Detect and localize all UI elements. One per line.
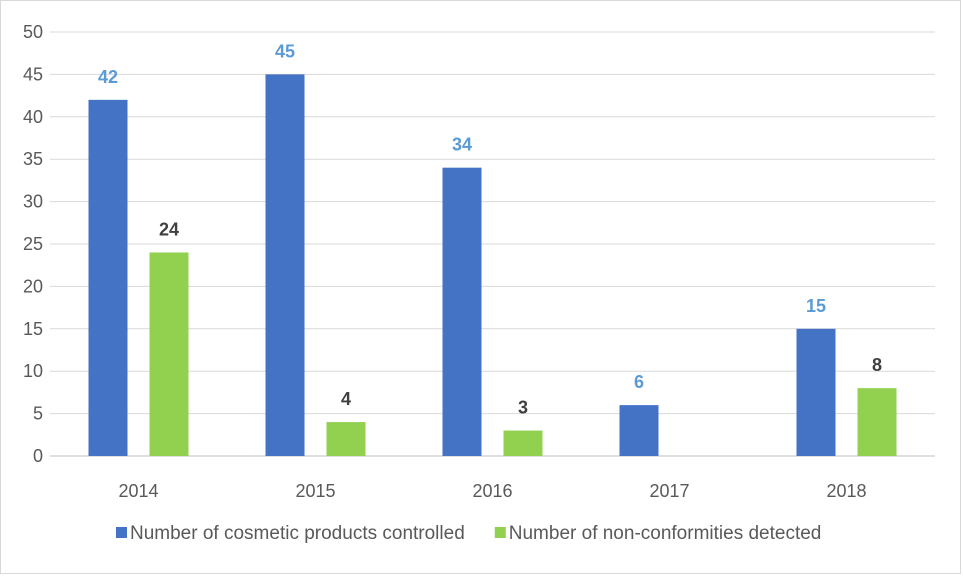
x-tick-label: 2015 bbox=[295, 481, 335, 501]
bar-non-conformities-2018 bbox=[857, 388, 897, 456]
y-tick-label: 25 bbox=[23, 234, 43, 254]
bar-products-controlled-2015 bbox=[265, 74, 305, 457]
y-tick-label: 20 bbox=[23, 276, 43, 296]
data-label: 4 bbox=[341, 389, 351, 409]
bar-products-controlled-2018 bbox=[796, 328, 836, 456]
legend-label-non-conformities: Number of non-conformities detected bbox=[509, 523, 822, 544]
x-tick-label: 2016 bbox=[472, 481, 512, 501]
data-label: 6 bbox=[634, 372, 644, 392]
bar-non-conformities-2016 bbox=[503, 430, 543, 456]
y-tick-label: 45 bbox=[23, 64, 43, 84]
y-tick-label: 50 bbox=[23, 22, 43, 42]
x-tick-label: 2017 bbox=[649, 481, 689, 501]
legend-swatch-products-controlled bbox=[116, 527, 127, 538]
bar-non-conformities-2014 bbox=[149, 252, 189, 456]
y-tick-label: 0 bbox=[33, 446, 43, 466]
y-tick-label: 10 bbox=[23, 361, 43, 381]
x-tick-label: 2018 bbox=[826, 481, 866, 501]
y-tick-label: 5 bbox=[33, 404, 43, 424]
y-tick-label: 30 bbox=[23, 192, 43, 212]
bar-products-controlled-2017 bbox=[619, 405, 659, 456]
bar-products-controlled-2014 bbox=[88, 99, 128, 456]
y-tick-label: 35 bbox=[23, 149, 43, 169]
data-label: 24 bbox=[159, 219, 179, 239]
data-label: 34 bbox=[452, 135, 472, 155]
data-label: 42 bbox=[98, 67, 118, 87]
x-tick-label: 2014 bbox=[118, 481, 158, 501]
data-label: 3 bbox=[518, 398, 528, 418]
bar-products-controlled-2016 bbox=[442, 167, 482, 456]
bar-non-conformities-2015 bbox=[326, 422, 366, 456]
data-label: 8 bbox=[872, 355, 882, 375]
data-label: 15 bbox=[806, 296, 826, 316]
data-label: 45 bbox=[275, 41, 295, 61]
legend-label-products-controlled: Number of cosmetic products controlled bbox=[130, 523, 465, 544]
y-tick-label: 15 bbox=[23, 319, 43, 339]
y-tick-label: 40 bbox=[23, 107, 43, 127]
legend-swatch-non-conformities bbox=[494, 527, 506, 538]
